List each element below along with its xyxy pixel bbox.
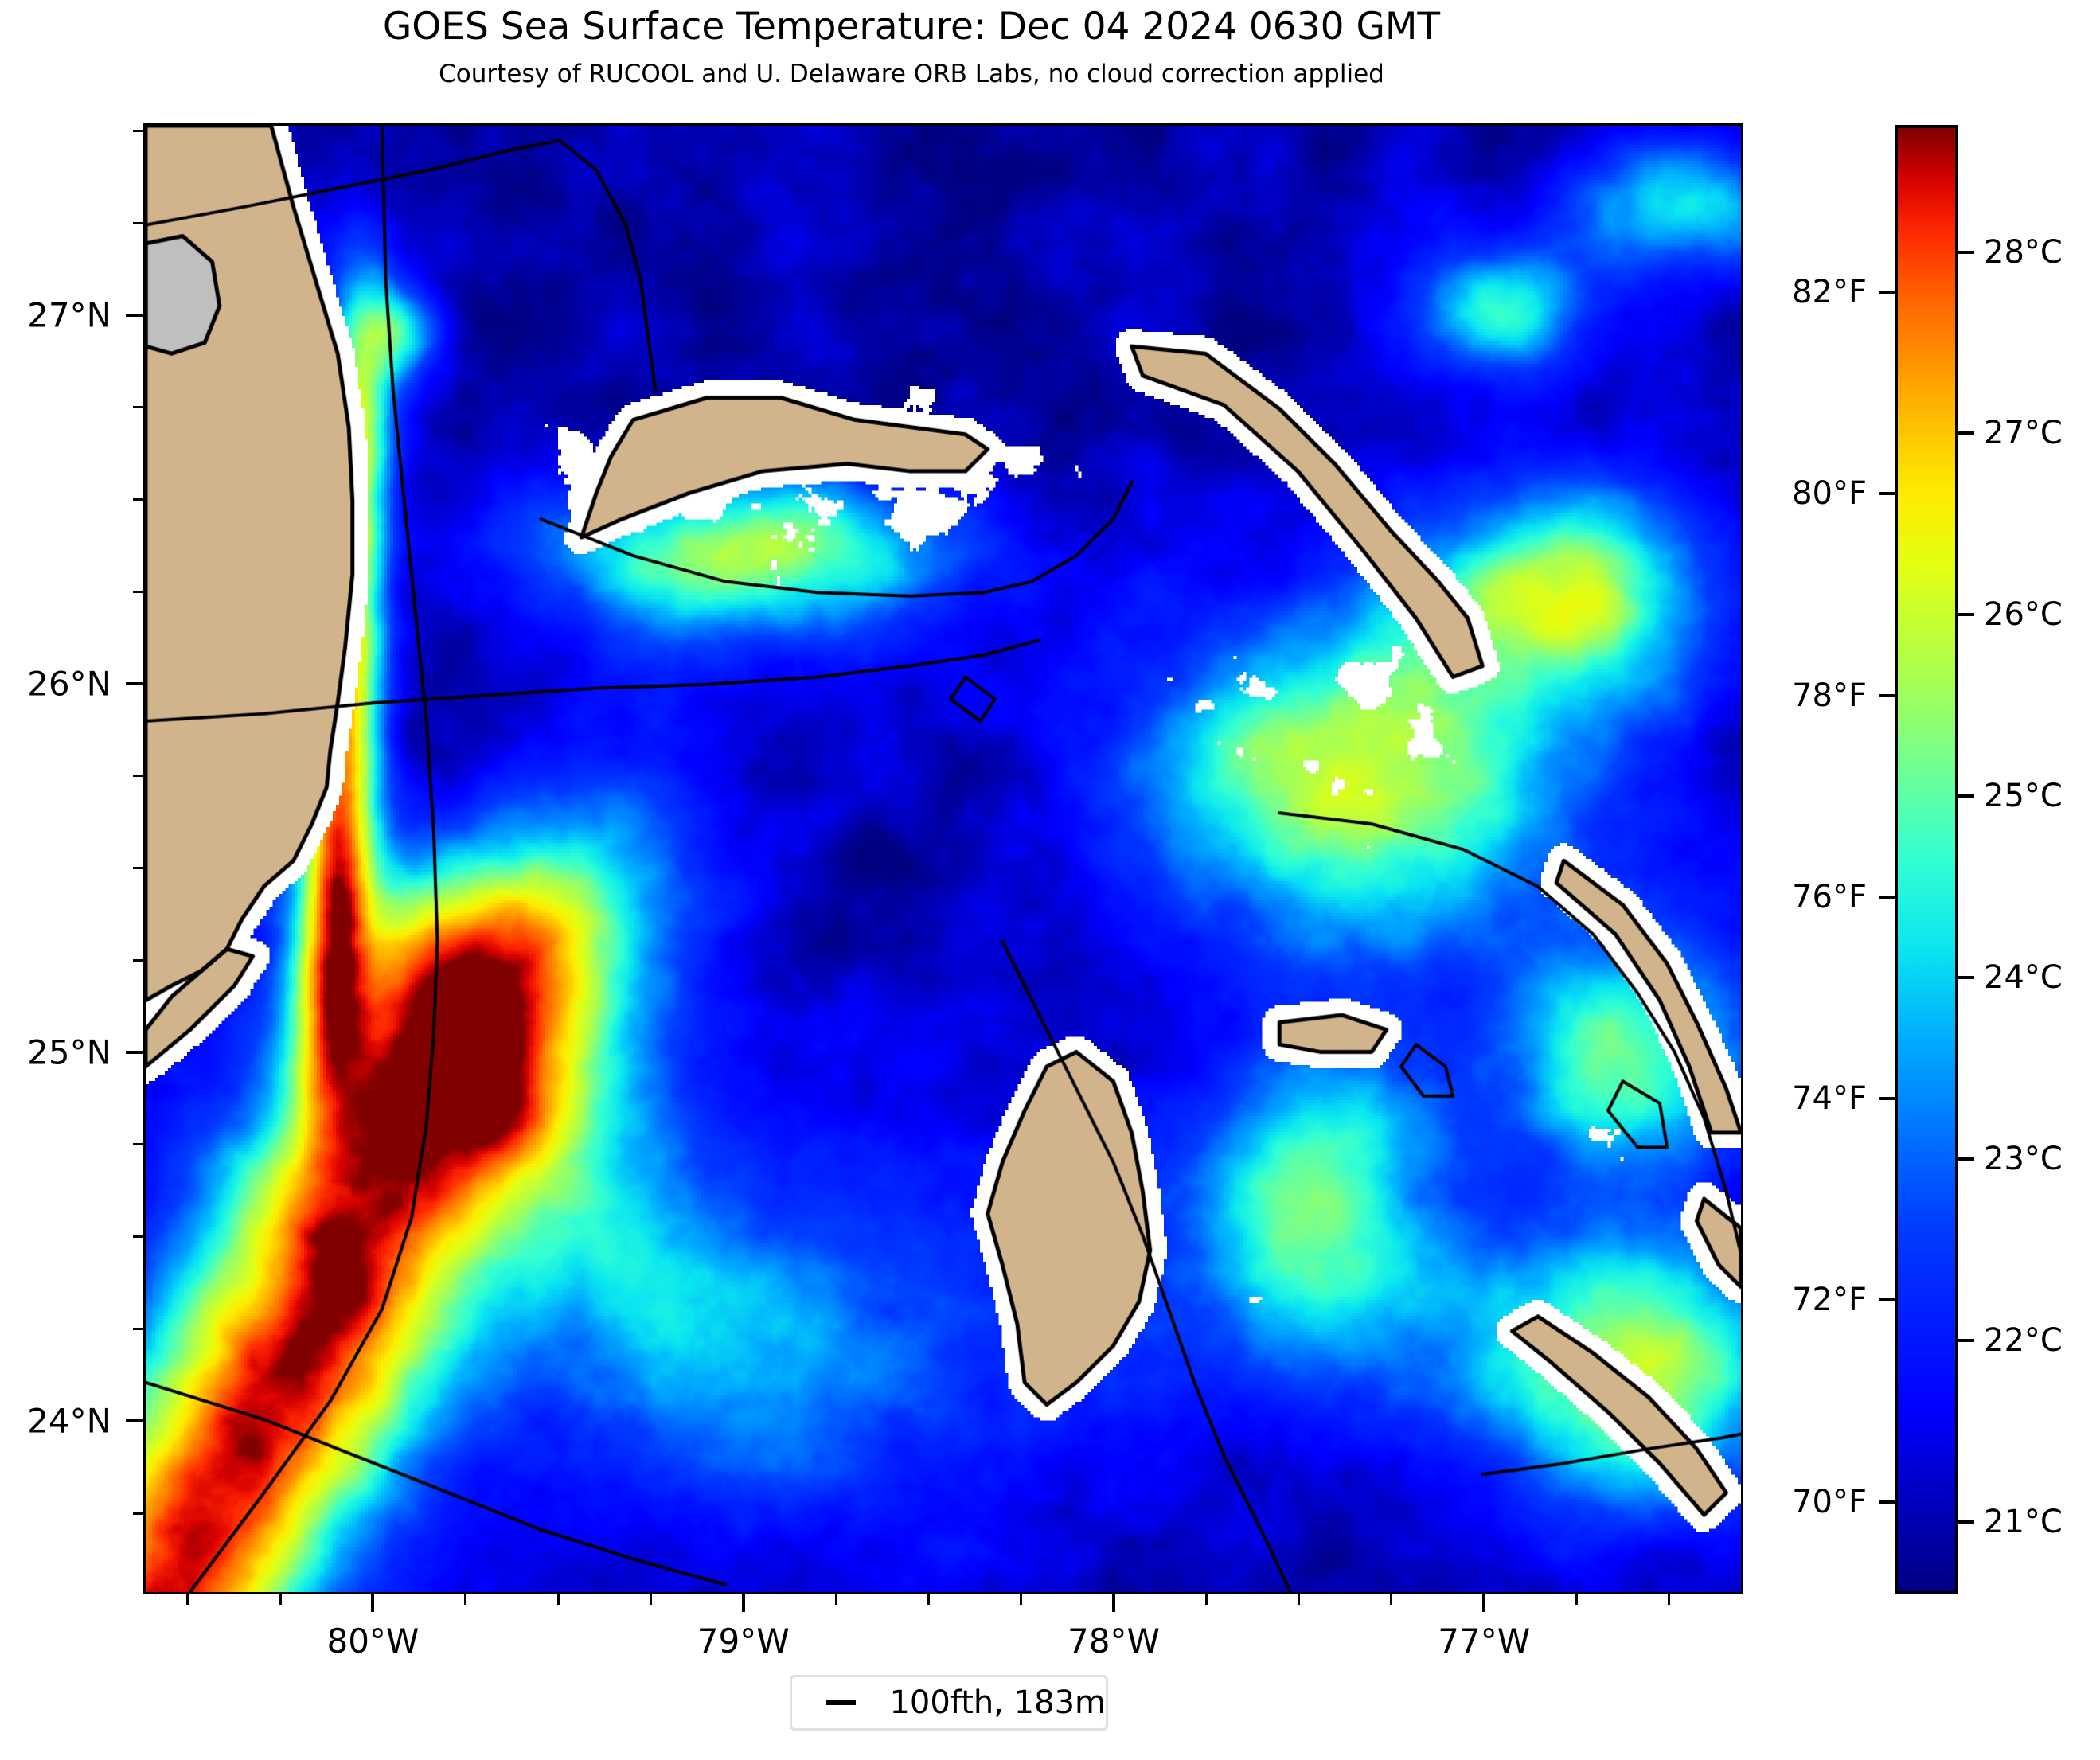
- y-major-tick: [126, 1051, 143, 1055]
- x-axis-tick-label: 80°W: [326, 1621, 420, 1660]
- y-axis-tick-label: 26°N: [27, 664, 111, 704]
- y-minor-tick: [133, 1328, 143, 1331]
- coastline-overlay-canvas: [146, 126, 1741, 1592]
- legend-entry-label: 100fth, 183m: [889, 1684, 1106, 1721]
- colorbar-celsius-tick: [1958, 1157, 1974, 1161]
- colorbar-fahrenheit-tick: [1879, 291, 1895, 295]
- colorbar-fahrenheit-label: 74°F: [1792, 1080, 1867, 1118]
- x-minor-tick: [556, 1594, 560, 1605]
- y-minor-tick: [133, 1143, 143, 1146]
- colorbar-celsius-label: 28°C: [1984, 233, 2063, 271]
- x-minor-tick: [1020, 1594, 1023, 1605]
- y-minor-tick: [133, 1235, 143, 1239]
- colorbar-fahrenheit-label: 78°F: [1792, 677, 1867, 714]
- page-title: GOES Sea Surface Temperature: Dec 04 202…: [382, 5, 1441, 49]
- x-minor-tick: [834, 1594, 837, 1605]
- x-minor-tick: [1298, 1594, 1301, 1605]
- y-minor-tick: [133, 406, 143, 409]
- x-major-tick: [741, 1594, 745, 1612]
- colorbar-celsius-label: 24°C: [1984, 959, 2063, 997]
- colorbar-celsius-label: 26°C: [1984, 596, 2063, 634]
- x-minor-tick: [279, 1594, 282, 1605]
- colorbar-celsius-tick: [1958, 976, 1974, 980]
- y-minor-tick: [133, 498, 143, 501]
- colorbar-fahrenheit-label: 82°F: [1792, 274, 1867, 311]
- x-minor-tick: [649, 1594, 652, 1605]
- x-major-tick: [1112, 1594, 1116, 1612]
- colorbar-fahrenheit-tick: [1879, 693, 1895, 697]
- colorbar-celsius-tick: [1958, 794, 1974, 798]
- isobath-line-swatch: [826, 1700, 857, 1705]
- x-minor-tick: [1204, 1594, 1208, 1605]
- colorbar-celsius-label: 23°C: [1984, 1141, 2063, 1178]
- page-subtitle: Courtesy of RUCOOL and U. Delaware ORB L…: [439, 60, 1384, 88]
- colorbar-celsius-label: 27°C: [1984, 415, 2063, 452]
- y-minor-tick: [133, 221, 143, 224]
- y-axis-tick-label: 25°N: [27, 1032, 111, 1072]
- colorbar-fahrenheit-label: 80°F: [1792, 475, 1867, 513]
- map-legend[interactable]: 100fth, 183m: [790, 1675, 1108, 1731]
- x-major-tick: [1482, 1594, 1486, 1612]
- y-major-tick: [126, 313, 143, 317]
- x-major-tick: [371, 1594, 375, 1612]
- x-minor-tick: [464, 1594, 467, 1605]
- x-axis-tick-label: 77°W: [1438, 1621, 1531, 1660]
- colorbar-fahrenheit-tick: [1879, 1097, 1895, 1101]
- colorbar-fahrenheit-tick: [1879, 492, 1895, 496]
- colorbar-celsius-tick: [1958, 250, 1974, 254]
- colorbar-fahrenheit-tick: [1879, 895, 1895, 899]
- y-major-tick: [126, 1419, 143, 1423]
- y-minor-tick: [133, 1512, 143, 1515]
- colorbar: [1895, 125, 1958, 1594]
- colorbar-celsius-label: 22°C: [1984, 1321, 2063, 1359]
- colorbar-fahrenheit-tick: [1879, 1298, 1895, 1302]
- y-axis-tick-label: 24°N: [27, 1401, 111, 1441]
- x-axis-tick-label: 78°W: [1068, 1621, 1161, 1660]
- colorbar-celsius-tick: [1958, 1338, 1974, 1342]
- colorbar-celsius-tick: [1958, 1520, 1974, 1524]
- x-minor-tick: [186, 1594, 189, 1605]
- y-minor-tick: [133, 129, 143, 132]
- y-axis-tick-label: 27°N: [27, 295, 111, 335]
- colorbar-fahrenheit-label: 72°F: [1792, 1282, 1867, 1319]
- colorbar-gradient: [1898, 128, 1955, 1591]
- sst-map-axes[interactable]: [143, 123, 1743, 1594]
- y-minor-tick: [133, 590, 143, 593]
- colorbar-celsius-label: 21°C: [1984, 1503, 2063, 1540]
- x-minor-tick: [1668, 1594, 1671, 1605]
- colorbar-celsius-label: 25°C: [1984, 778, 2063, 815]
- x-minor-tick: [1575, 1594, 1579, 1605]
- y-minor-tick: [133, 867, 143, 870]
- x-axis-tick-label: 79°W: [697, 1621, 790, 1660]
- colorbar-celsius-tick: [1958, 613, 1974, 617]
- x-minor-tick: [927, 1594, 930, 1605]
- x-minor-tick: [1390, 1594, 1393, 1605]
- colorbar-fahrenheit-tick: [1879, 1500, 1895, 1504]
- colorbar-fahrenheit-label: 76°F: [1792, 878, 1867, 915]
- y-major-tick: [126, 682, 143, 685]
- y-minor-tick: [133, 775, 143, 778]
- colorbar-celsius-tick: [1958, 431, 1974, 435]
- y-minor-tick: [133, 958, 143, 962]
- colorbar-fahrenheit-label: 70°F: [1792, 1483, 1867, 1520]
